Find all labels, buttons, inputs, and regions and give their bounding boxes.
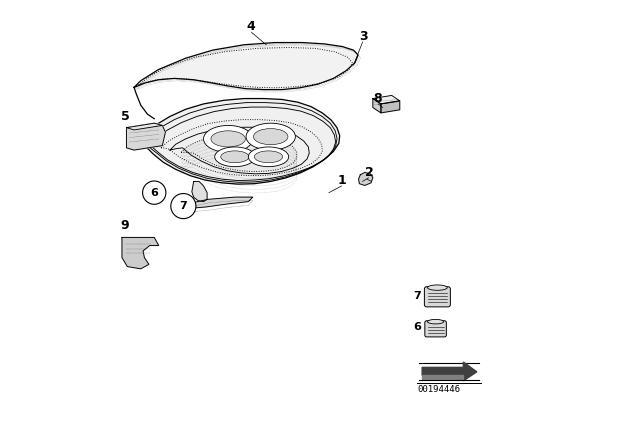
Ellipse shape <box>248 147 289 167</box>
Text: 3: 3 <box>360 30 368 43</box>
Polygon shape <box>127 123 163 130</box>
Polygon shape <box>122 237 159 269</box>
Polygon shape <box>134 43 358 90</box>
Polygon shape <box>181 135 297 172</box>
Text: 00194446: 00194446 <box>418 385 461 394</box>
Polygon shape <box>192 181 207 202</box>
Polygon shape <box>373 99 381 113</box>
Text: 7: 7 <box>179 201 188 211</box>
Polygon shape <box>422 362 477 381</box>
Text: 6: 6 <box>413 322 421 332</box>
Ellipse shape <box>428 285 447 290</box>
Ellipse shape <box>204 125 253 152</box>
FancyBboxPatch shape <box>425 321 446 337</box>
Ellipse shape <box>428 319 444 324</box>
Ellipse shape <box>211 131 245 147</box>
Polygon shape <box>373 95 400 104</box>
Circle shape <box>143 181 166 204</box>
Text: 4: 4 <box>246 21 255 34</box>
Polygon shape <box>381 101 400 113</box>
Text: 5: 5 <box>121 110 129 123</box>
Polygon shape <box>422 375 463 379</box>
Polygon shape <box>127 123 165 150</box>
Text: 6: 6 <box>150 188 158 198</box>
Polygon shape <box>188 197 253 208</box>
Polygon shape <box>358 172 373 185</box>
Ellipse shape <box>254 151 283 163</box>
Text: 2: 2 <box>365 166 374 179</box>
FancyBboxPatch shape <box>424 287 451 307</box>
Ellipse shape <box>253 129 288 145</box>
Text: 1: 1 <box>338 174 347 187</box>
Ellipse shape <box>215 147 255 167</box>
Text: 9: 9 <box>121 220 129 233</box>
Polygon shape <box>139 99 340 184</box>
Ellipse shape <box>221 151 249 163</box>
Ellipse shape <box>246 123 296 150</box>
Circle shape <box>171 194 196 219</box>
Text: 8: 8 <box>373 92 381 105</box>
Text: 7: 7 <box>413 291 421 301</box>
